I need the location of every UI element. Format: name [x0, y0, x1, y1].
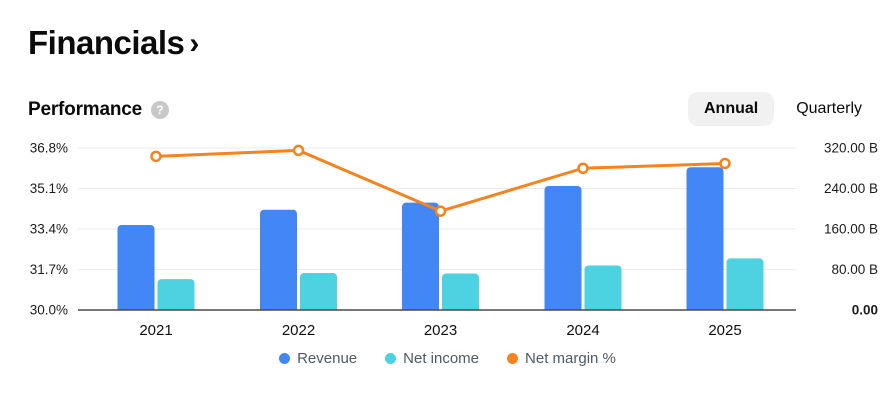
net-income-bar-2023[interactable] [442, 273, 479, 316]
page-title: Financials [28, 24, 185, 61]
revenue-legend-dot-icon [279, 353, 291, 364]
revenue-bar-2024[interactable] [544, 185, 582, 316]
y-axis-label-left: 36.8% [30, 141, 68, 156]
quarterly-toggle-button[interactable]: Quarterly [788, 92, 870, 126]
y-axis-label-right: 80.00 B [831, 262, 878, 277]
legend-item-net-income[interactable]: Net income [385, 350, 479, 367]
period-toggle: Annual Quarterly [687, 92, 870, 126]
net-margin-legend-dot-icon [507, 353, 519, 364]
y-axis-label-right: 0.00 [852, 303, 878, 318]
net-income-bar-2021[interactable] [157, 279, 195, 316]
legend-label: Revenue [297, 350, 358, 367]
y-axis-label-right: 240.00 B [824, 181, 878, 196]
net-margin-point-2021[interactable] [150, 150, 162, 163]
x-axis-label-2025: 2025 [708, 322, 741, 339]
chart-canvas: 36.8% 320.00 B 35.1% 240.00 B 33.4% 160.00 B 3… [30, 141, 878, 340]
x-axis-label-2024: 2024 [566, 322, 599, 339]
y-axis-label-right: 160.00 B [824, 222, 878, 237]
financials-title-link[interactable]: Financials › [28, 24, 199, 62]
y-axis-label-left: 30.0% [30, 303, 68, 318]
net-margin-point-2025[interactable] [719, 157, 731, 170]
x-axis-label-2023: 2023 [424, 322, 457, 339]
net-margin-line[interactable] [154, 148, 727, 213]
revenue-bar-2021[interactable] [117, 224, 155, 316]
y-axis-label-left: 35.1% [30, 181, 68, 196]
y-axis-label-left: 31.7% [30, 262, 68, 277]
performance-heading: Performance [28, 99, 142, 120]
legend-item-net-margin[interactable]: Net margin % [507, 350, 616, 367]
x-axis-label-2021: 2021 [139, 322, 172, 339]
performance-chart: 36.8% 320.00 B 35.1% 240.00 B 33.4% 160.00 B 3… [0, 135, 895, 350]
legend-item-revenue[interactable]: Revenue [279, 350, 357, 367]
y-axis-label-right: 320.00 B [824, 141, 878, 156]
chart-legend: Revenue Net income Net margin % [0, 350, 895, 367]
performance-header: Performance ? [28, 99, 169, 121]
chevron-right-icon: › [189, 27, 199, 60]
net-income-bar-2024[interactable] [584, 265, 622, 316]
legend-label: Net income [403, 350, 480, 367]
net-income-bar-2022[interactable] [300, 273, 337, 316]
x-axis-label-2022: 2022 [282, 322, 315, 339]
net-income-legend-dot-icon [385, 353, 397, 364]
annual-toggle-button[interactable]: Annual [687, 92, 775, 126]
net-margin-point-2022[interactable] [292, 144, 305, 157]
revenue-bar-2023[interactable] [402, 202, 439, 316]
net-income-bar-2025[interactable] [726, 258, 764, 316]
net-margin-point-2023[interactable] [434, 205, 447, 217]
revenue-bar-2025[interactable] [686, 167, 724, 316]
revenue-bar-2022[interactable] [260, 209, 297, 316]
net-margin-point-2024[interactable] [577, 162, 589, 174]
help-icon[interactable]: ? [150, 101, 169, 119]
y-axis-label-left: 33.4% [30, 222, 68, 237]
legend-label: Net margin % [525, 350, 616, 367]
